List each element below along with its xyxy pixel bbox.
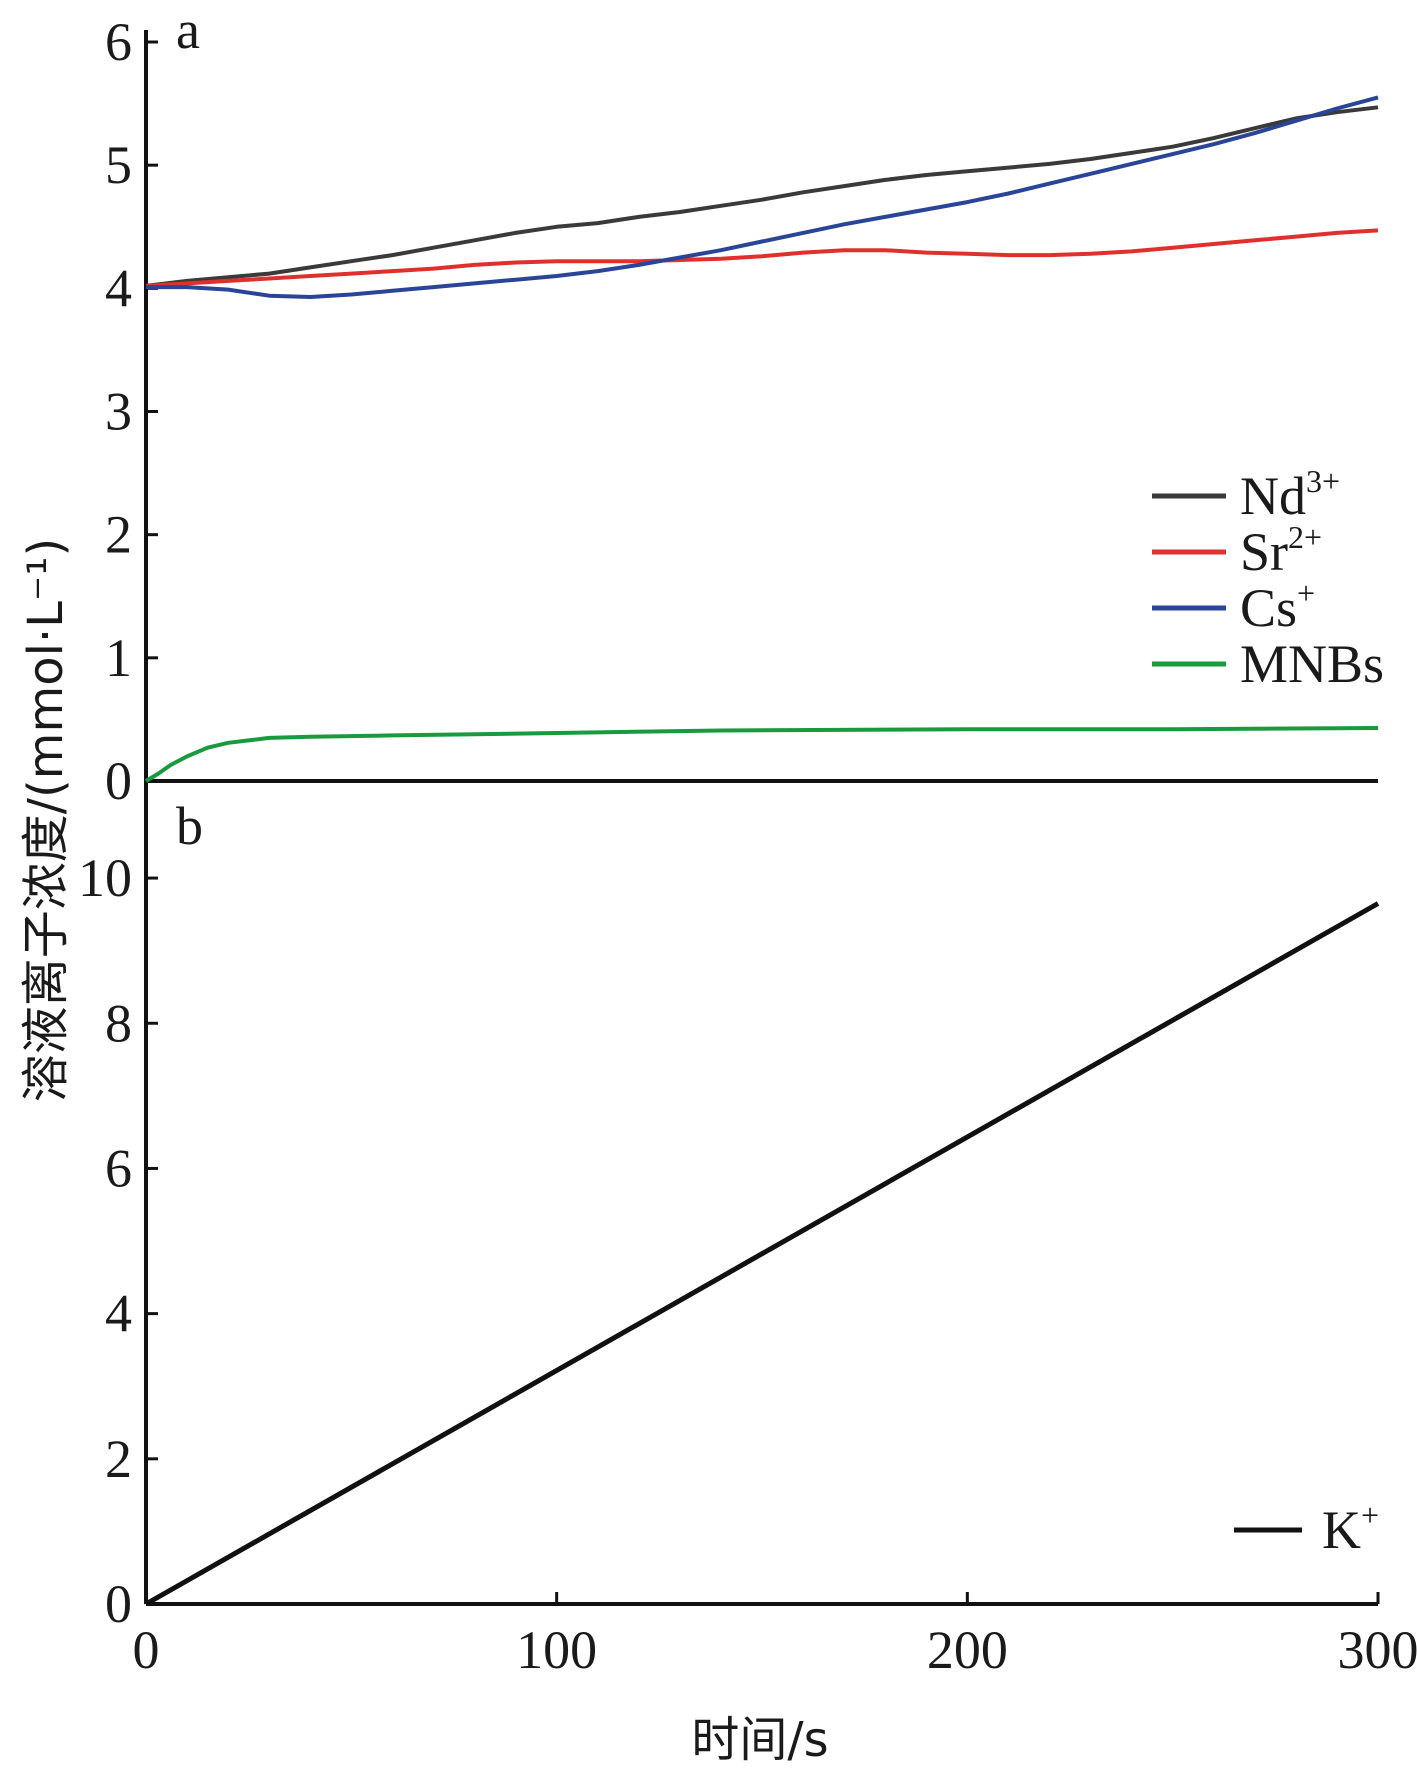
y-tick-label: 3 <box>105 382 132 442</box>
panel-a-series <box>144 95 1379 783</box>
y-tick-label: 10 <box>78 848 132 908</box>
y-tick-label: 6 <box>105 1138 132 1198</box>
legend-label: Sr2+ <box>1240 519 1322 582</box>
series-line-k <box>144 901 1380 1607</box>
legend-label: Nd3+ <box>1240 463 1340 526</box>
y-tick-label: 2 <box>105 1429 132 1489</box>
y-tick-label: 4 <box>105 258 132 318</box>
legend-label: MNBs <box>1240 634 1384 694</box>
legend-label: K+ <box>1322 1497 1379 1560</box>
y-tick-label: 0 <box>105 1574 132 1634</box>
y-tick-label: 2 <box>105 505 132 565</box>
legend-label: Cs+ <box>1240 575 1315 638</box>
x-axis-title: 时间/s <box>691 1712 828 1768</box>
series-line-mnbs <box>144 726 1379 783</box>
x-tick-label: 200 <box>927 1620 1008 1680</box>
series-line-cs <box>146 95 1379 299</box>
y-tick-label: 8 <box>105 993 132 1053</box>
x-tick-label: 300 <box>1338 1620 1417 1680</box>
panel-b-y-ticks: 0 2 4 6 8 10 <box>78 848 158 1634</box>
series-line-sr <box>145 228 1379 288</box>
y-tick-label: 4 <box>105 1284 132 1344</box>
x-tick-label: 0 <box>133 1620 160 1680</box>
y-tick-label: 6 <box>105 12 132 72</box>
y-tick-label: 0 <box>105 751 132 811</box>
y-axis-title: 溶液离子浓度/(mmol·L⁻¹) <box>18 538 74 1102</box>
x-tick-label: 100 <box>516 1620 597 1680</box>
y-tick-label: 5 <box>105 135 132 195</box>
series-line-nd <box>145 105 1379 288</box>
panel-b-legend: K+ <box>1234 1497 1379 1560</box>
panel-b-series <box>144 901 1380 1607</box>
y-tick-label: 1 <box>105 628 132 688</box>
panel-b-label: b <box>176 796 203 856</box>
x-ticks: 0 100 200 300 <box>133 1592 1417 1680</box>
panel-a-y-ticks: 0 1 2 3 4 5 6 <box>105 12 158 811</box>
panel-a-label: a <box>176 0 200 60</box>
panel-a-legend: Nd3+Sr2+Cs+MNBs <box>1152 463 1384 694</box>
